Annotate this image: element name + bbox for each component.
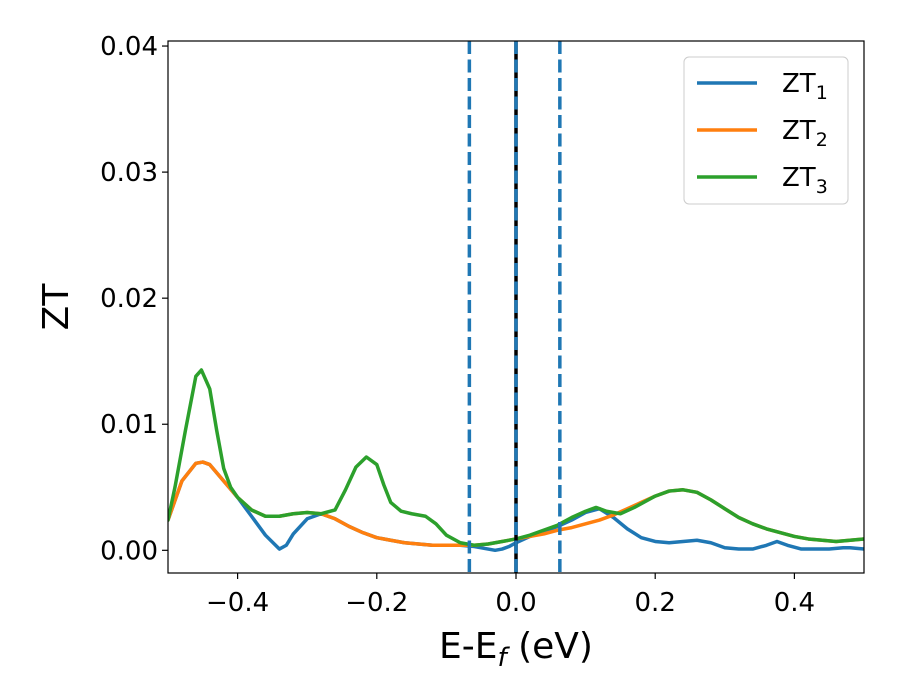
y-tick-label-2: 0.01	[100, 410, 158, 440]
legend-label-subscript: 2	[816, 129, 828, 151]
reference-lines	[467, 41, 562, 573]
series-layer	[168, 368, 864, 553]
ticks: −0.4 −0.2 0.0 0.2 0.4 0.00 0.01 0.02 0.03 0.04	[100, 32, 815, 618]
x-axis-label-main: E-E	[439, 626, 497, 667]
legend-label-main: ZT	[782, 163, 816, 193]
legend-label-subscript: 3	[816, 176, 828, 198]
y-tick-label-1: 0.00	[100, 536, 158, 566]
series-line-3	[168, 368, 864, 548]
legend-label-3: ZT3	[782, 163, 828, 198]
x-axis-label: E-Ef (eV)	[439, 626, 593, 673]
legend-label-2: ZT2	[782, 116, 828, 151]
legend-label-subscript: 1	[816, 82, 828, 104]
x-tick-label-4: 0.2	[635, 588, 676, 618]
x-tick-label-3: 0.0	[495, 588, 536, 618]
x-tick-label-1: −0.4	[206, 588, 269, 618]
legend-label-1: ZT1	[782, 69, 828, 104]
x-axis-label-units: (eV)	[507, 626, 593, 667]
y-tick-label-5: 0.04	[100, 32, 158, 62]
x-tick-label-2: −0.2	[345, 588, 408, 618]
y-axis-label: ZT	[36, 283, 77, 331]
legend-label-main: ZT	[782, 69, 816, 99]
series-line-1	[168, 460, 864, 553]
y-tick-label-4: 0.03	[100, 158, 158, 188]
x-tick-label-5: 0.4	[774, 588, 815, 618]
y-tick-label-3: 0.02	[100, 284, 158, 314]
legend-box	[683, 56, 849, 205]
legend-label-main: ZT	[782, 116, 816, 146]
